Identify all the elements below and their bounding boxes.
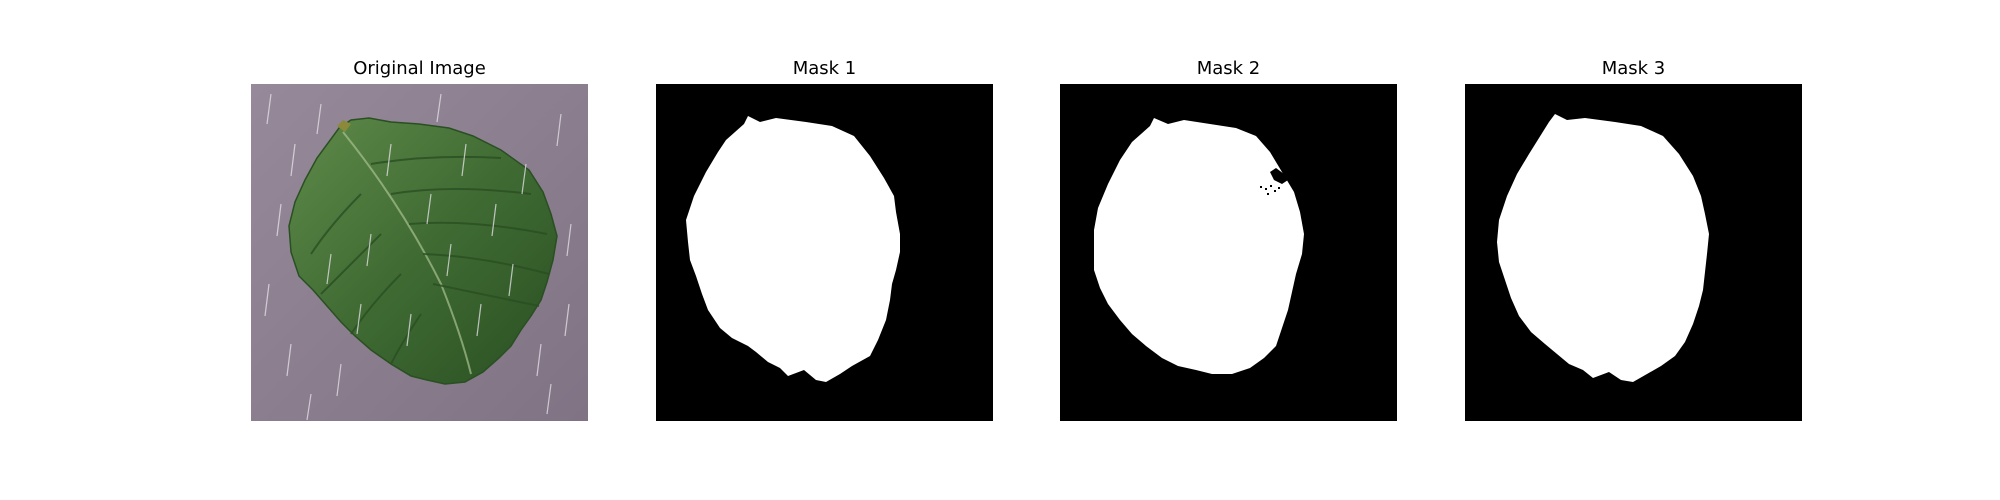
panel-title: Original Image: [353, 58, 486, 79]
leaf-stem: [337, 120, 351, 132]
original-leaf-image: [251, 84, 588, 421]
mask-speckles: [1260, 185, 1280, 195]
panel-title: Mask 2: [1196, 58, 1261, 79]
panel-original: Original Image: [251, 0, 588, 500]
mask-foreground: [1497, 114, 1709, 382]
panel-mask-1: Mask 1: [656, 0, 993, 500]
mask-2-image: [1060, 84, 1397, 421]
panel-mask-3: Mask 3: [1465, 0, 1802, 500]
mask-3-image: [1465, 84, 1802, 421]
panel-title: Mask 1: [792, 58, 857, 79]
panel-title: Mask 3: [1601, 58, 1666, 79]
mask-foreground: [1094, 118, 1304, 374]
leaf-midrib: [342, 131, 472, 375]
rain-streaks: [264, 93, 572, 421]
mask-foreground: [686, 116, 900, 382]
mask-hole: [1270, 168, 1288, 184]
mask-1-image: [656, 84, 993, 421]
panel-mask-2: Mask 2: [1060, 0, 1397, 500]
leaf-veins: [310, 155, 550, 365]
